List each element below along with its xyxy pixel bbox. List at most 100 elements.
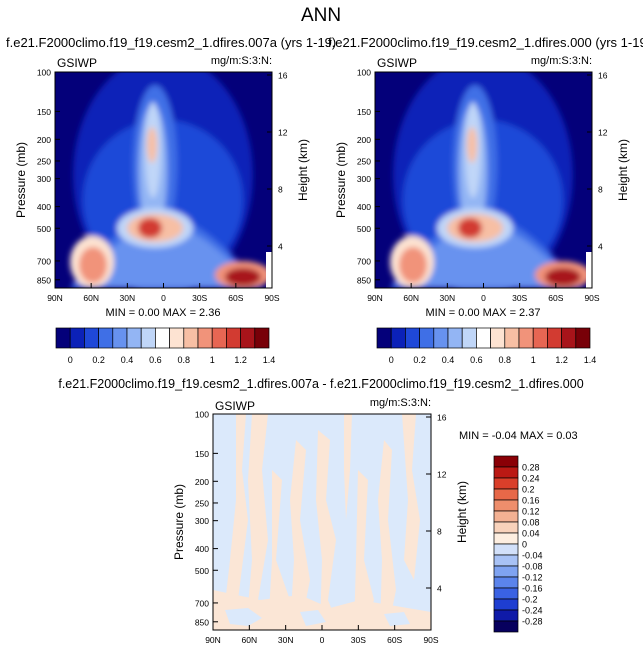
colorbar-swatch [493, 543, 519, 556]
colorbar-swatch [493, 499, 519, 512]
colorbar-swatch [390, 327, 406, 349]
colorbar-swatch [493, 554, 519, 567]
colorbar-label: 1.2 [555, 355, 568, 365]
y-tick-label: 200 [195, 477, 209, 487]
panel-a-units: mg/m:S:3:N: [211, 55, 272, 67]
colorbar-swatch [493, 521, 519, 534]
colorbar-label: 0.8 [499, 355, 512, 365]
y-tick-label: 400 [195, 544, 209, 554]
y-tick-label: 200 [357, 135, 371, 145]
colorbar-label: -0.24 [522, 606, 543, 616]
colorbar-label: 1.2 [234, 355, 247, 365]
panel-a-axes: 100 150 200 250 300 400 500 700 850 90N 60N 30N 0 30S… [14, 68, 310, 304]
y-tick-label: 700 [357, 256, 371, 266]
y2-tick-label: 4 [598, 242, 603, 252]
y-tick-label: 300 [37, 174, 51, 184]
colorbar-swatch [518, 327, 534, 349]
colorbar-swatch [419, 327, 435, 349]
colorbar-swatch [493, 620, 519, 633]
x-tick-label: 90S [264, 293, 279, 303]
colorbar-swatch [183, 327, 199, 349]
y-tick-label: 700 [195, 598, 209, 608]
panel-b-variable: GSIWP [377, 56, 417, 70]
colorbar-label: -0.12 [522, 573, 543, 583]
x-tick-label: 60N [403, 293, 419, 303]
y-tick-label: 300 [357, 174, 371, 184]
colorbar-swatch [561, 327, 577, 349]
y2-axis-label: Height (km) [616, 139, 630, 201]
colorbar-swatch [493, 455, 519, 468]
y2-tick-label: 12 [278, 128, 288, 138]
colorbar-swatch [211, 327, 227, 349]
colorbar-label: 0.8 [178, 355, 191, 365]
colorbar-label: 1 [531, 355, 536, 365]
x-tick-label: 60S [387, 635, 402, 645]
colorbar-swatch [490, 327, 506, 349]
panel-b: f.e21.F2000climo.f19_f19.cesm2_1.dfires.… [328, 35, 643, 365]
colorbar-swatch [169, 327, 185, 349]
x-tick-label: 60N [242, 635, 258, 645]
y-tick-label: 100 [37, 68, 51, 78]
y-tick-label: 100 [357, 68, 371, 78]
y-tick-label: 250 [357, 156, 371, 166]
x-tick-label: 30N [120, 293, 136, 303]
x-tick-label: 90S [584, 293, 599, 303]
x-tick-label: 30N [278, 635, 294, 645]
colorbar-swatch [493, 587, 519, 600]
panel-a-field [55, 72, 272, 288]
colorbar-label: 0.6 [149, 355, 162, 365]
x-tick-label: 60S [228, 293, 243, 303]
colorbar-label: 0 [522, 540, 527, 550]
x-tick-label: 30S [192, 293, 207, 303]
y-tick-label: 150 [37, 107, 51, 117]
x-tick-label: 90N [367, 293, 383, 303]
colorbar-label: 0.28 [522, 463, 540, 473]
y-tick-label: 250 [37, 156, 51, 166]
y-tick-label: 500 [357, 224, 371, 234]
colorbar-label: 0.2 [92, 355, 105, 365]
colorbar-label: 1 [210, 355, 215, 365]
colorbar-swatch [493, 510, 519, 523]
colorbar-swatch [126, 327, 142, 349]
y2-tick-label: 8 [437, 527, 442, 537]
x-tick-label: 60S [548, 293, 563, 303]
colorbar-swatch [254, 327, 270, 349]
colorbar-swatch [98, 327, 114, 349]
x-tick-label: 30S [512, 293, 527, 303]
x-tick-label: 30N [440, 293, 456, 303]
y2-tick-label: 4 [437, 584, 442, 594]
colorbar-label: 1.4 [584, 355, 597, 365]
colorbar-label: 0.08 [522, 518, 540, 528]
x-tick-label: 0 [320, 635, 325, 645]
panel-c-units: mg/m:S:3:N: [370, 397, 431, 409]
x-tick-label: 0 [481, 293, 486, 303]
colorbar-swatch [240, 327, 256, 349]
panel-a-variable: GSIWP [57, 56, 97, 70]
y2-tick-label: 8 [278, 185, 283, 195]
y2-tick-label: 12 [437, 470, 447, 480]
y2-tick-label: 8 [598, 185, 603, 195]
colorbar-swatch [405, 327, 420, 349]
y2-axis-label: Height (km) [455, 481, 469, 543]
colorbar-label: -0.28 [522, 617, 543, 627]
colorbar-label: 1.4 [263, 355, 276, 365]
panel-b-stats: MIN = 0.00 MAX = 2.37 [426, 307, 541, 319]
y2-tick-label: 16 [278, 71, 288, 81]
colorbar-swatch [84, 327, 99, 349]
y-tick-label: 100 [195, 410, 209, 420]
panel-c-case-title: f.e21.F2000climo.f19_f19.cesm2_1.dfires.… [58, 377, 583, 391]
x-tick-label: 0 [161, 293, 166, 303]
panel-a: f.e21.F2000climo.f19_f19.cesm2_1.dfires.… [6, 35, 336, 365]
y2-axis-label: Height (km) [296, 139, 310, 201]
panel-a-colorbar: 0 0.2 0.4 0.6 0.8 1 1.2 1.4 [55, 327, 276, 365]
colorbar-swatch [493, 576, 519, 589]
colorbar-label: -0.16 [522, 584, 543, 594]
colorbar-swatch [493, 477, 519, 490]
colorbar-label: -0.04 [522, 551, 543, 561]
y-tick-label: 250 [195, 498, 209, 508]
colorbar-label: -0.2 [522, 595, 538, 605]
y-axis-label: Pressure (mb) [172, 484, 186, 560]
panel-a-case-title: f.e21.F2000climo.f19_f19.cesm2_1.dfires.… [6, 35, 336, 50]
colorbar-swatch [69, 327, 85, 349]
